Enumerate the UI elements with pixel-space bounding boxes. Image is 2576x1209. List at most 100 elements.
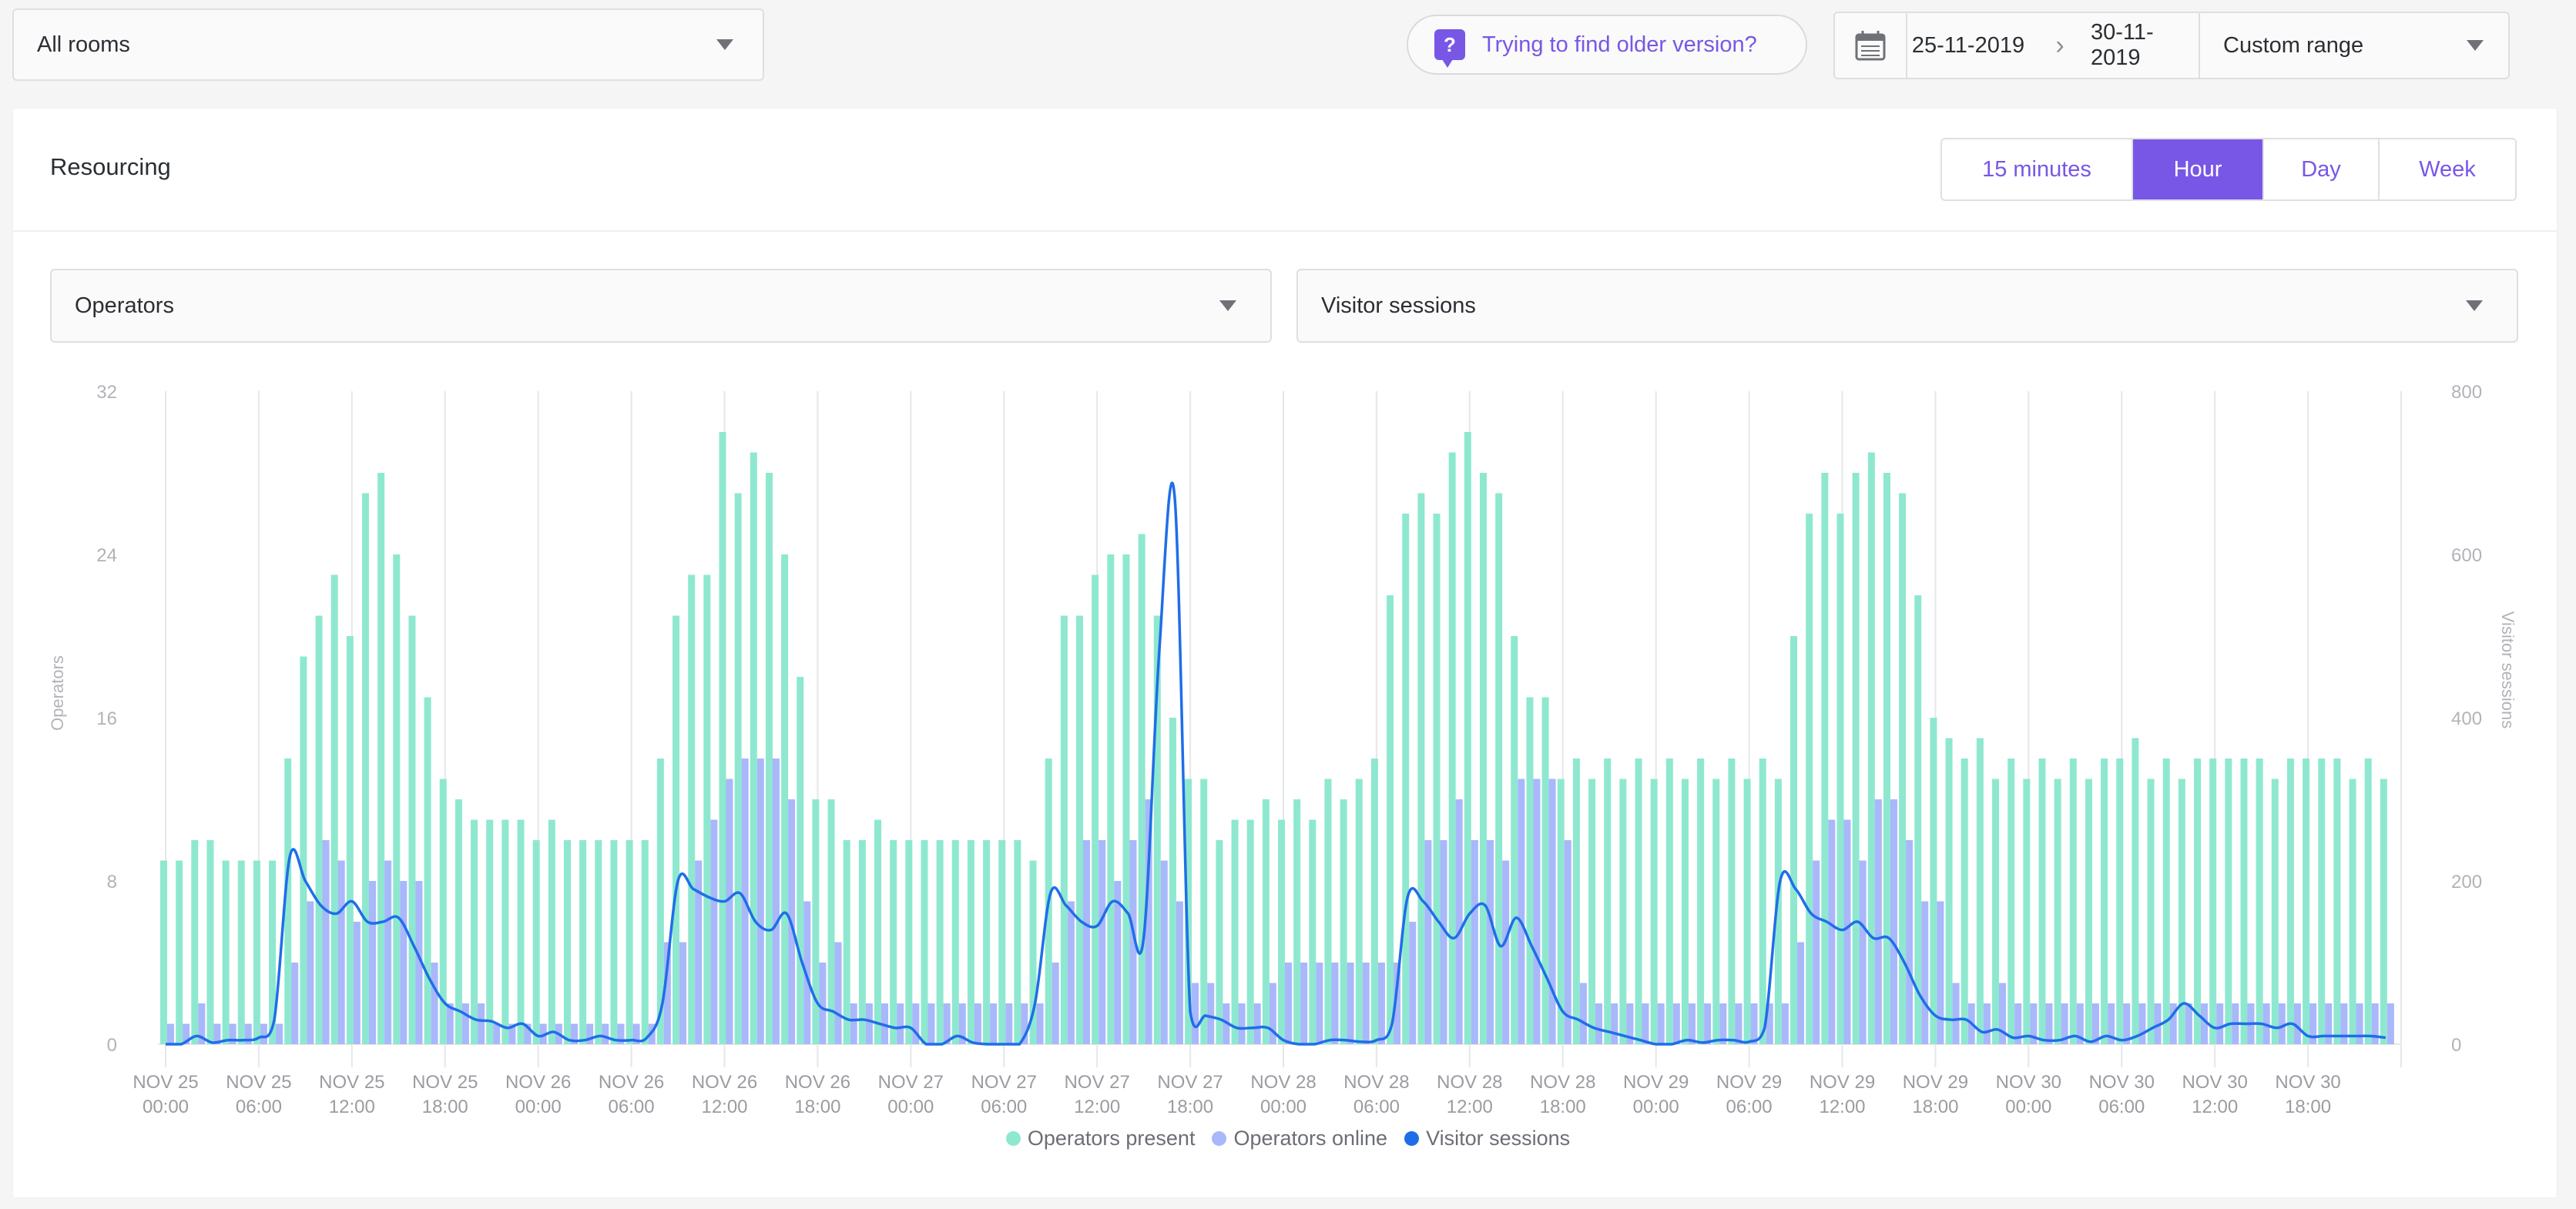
bar-operators-present [1495,493,1503,1044]
older-version-link[interactable]: ? Trying to find older version? [1407,15,1807,75]
bar-operators-present [1169,718,1176,1044]
legend-item-online[interactable]: Operators online [1212,1127,1387,1150]
bar-operators-present [2286,759,2294,1044]
bar-operators-online [602,1023,609,1044]
bar-operators-online [1145,799,1152,1044]
bar-operators-present [2147,779,2155,1044]
x-tick-label-day: NOV 28 [1437,1072,1502,1093]
bar-operators-present [688,574,696,1044]
x-tick-label-time: 00:00 [1260,1097,1306,1117]
bar-operators-present [1992,779,2000,1044]
bar-operators-online [1518,779,1525,1044]
card-header: Resourcing 15 minutes Hour Day Week [13,109,2557,232]
bar-operators-online [710,819,718,1044]
x-tick-label-day: NOV 30 [2275,1072,2340,1093]
bar-operators-online [1611,1003,1618,1044]
granularity-day[interactable]: Day [2264,139,2380,199]
x-tick-label-day: NOV 27 [971,1072,1037,1093]
granularity-hour[interactable]: Hour [2133,139,2264,199]
bar-operators-present [1914,595,1922,1044]
granularity-week[interactable]: Week [2380,139,2515,199]
bar-operators-online [2169,1003,2177,1044]
bar-operators-present [1541,697,1549,1044]
bar-operators-online [1253,1003,1261,1044]
bar-operators-present [734,493,742,1044]
room-select[interactable]: All rooms [12,8,764,81]
date-from[interactable]: 25-11-2019 [1911,32,2025,58]
bar-operators-online [803,901,811,1044]
legend-item-present[interactable]: Operators present [1005,1127,1195,1150]
bar-operators-online [1657,1003,1665,1044]
bar-operators-online [1052,963,1059,1044]
bar-operators-present [1572,759,1580,1044]
bar-operators-online [2108,1003,2115,1044]
bar-operators-online [726,779,733,1044]
x-tick-label-day: NOV 26 [785,1072,850,1093]
top-toolbar: All rooms ? Trying to find older version… [0,0,2576,92]
y-right-tick-label: 800 [2451,382,2482,403]
bar-operators-online [1021,1003,1028,1044]
x-tick-label-day: NOV 29 [1903,1072,1968,1093]
room-select-value: All rooms [37,32,130,57]
bar-operators-online [1269,983,1276,1044]
bar-operators-online [229,1023,236,1044]
left-metric-select[interactable]: Operators [50,269,1272,343]
bar-operators-present [1153,615,1161,1044]
bar-operators-present [579,840,587,1044]
bar-operators-online [1424,840,1432,1044]
bar-operators-present [1246,819,1254,1044]
bar-operators-online [1595,1003,1603,1044]
bar-operators-online [2386,1003,2394,1044]
bar-operators-online [1626,1003,1634,1044]
bar-operators-present [300,656,307,1044]
bar-operators-online [2091,1003,2099,1044]
calendar-icon[interactable] [1835,13,1907,78]
date-to[interactable]: 30-11-2019 [2091,20,2154,70]
bar-operators-present [1511,636,1518,1044]
x-tick-label-day: NOV 25 [132,1072,198,1093]
bar-operators-present [330,574,338,1044]
legend-item-sessions[interactable]: Visitor sessions [1404,1127,1570,1150]
chevron-down-icon [716,39,733,50]
bar-operators-present [2101,759,2108,1044]
x-tick-label-time: 18:00 [422,1097,468,1117]
bar-operators-present [439,779,447,1044]
x-tick-label-time: 18:00 [1540,1097,1586,1117]
bar-operators-present [1014,840,1021,1044]
bar-operators-present [284,759,292,1044]
chevron-down-icon [1219,300,1236,311]
bar-operators-present [1650,779,1658,1044]
bar-operators-online [167,1023,174,1044]
bar-operators-present [673,615,680,1044]
bar-operators-online [1083,840,1091,1044]
bar-operators-present [1976,738,1984,1044]
x-tick-label-day: NOV 26 [692,1072,757,1093]
bar-operators-online [1859,860,1867,1044]
bar-operators-online [368,881,376,1044]
y-left-tick-label: 32 [96,382,117,403]
bar-operators-online [756,759,764,1044]
bar-operators-present [2209,759,2217,1044]
bar-operators-present [1821,473,1829,1044]
x-tick-label-time: 06:00 [2098,1097,2145,1117]
x-tick-label-day: NOV 29 [1810,1072,1875,1093]
bar-operators-online [478,1003,485,1044]
bar-operators-present [2132,738,2139,1044]
bar-operators-present [641,840,649,1044]
bar-operators-online [322,840,330,1044]
bar-operators-present [191,840,199,1044]
bar-operators-online [695,860,703,1044]
bar-operators-present [2256,759,2263,1044]
bar-operators-present [1448,452,1456,1044]
x-tick-label-day: NOV 28 [1250,1072,1316,1093]
bar-operators-online [1409,922,1417,1044]
bar-operators-online [881,1003,889,1044]
x-tick-label-day: NOV 30 [1996,1072,2061,1093]
right-metric-select[interactable]: Visitor sessions [1296,269,2518,343]
x-tick-label-day: NOV 28 [1343,1072,1409,1093]
bar-operators-online [400,881,408,1044]
bar-operators-online [2076,1003,2084,1044]
chevron-down-icon [2467,40,2484,51]
granularity-15-minutes[interactable]: 15 minutes [1942,139,2133,199]
range-select[interactable]: Custom range [2199,13,2508,78]
